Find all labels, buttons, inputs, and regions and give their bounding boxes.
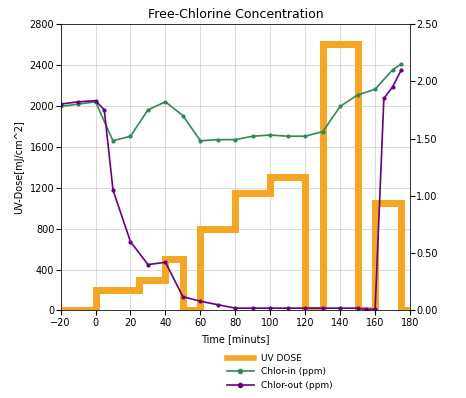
Title: Free-Chlorine Concentration: Free-Chlorine Concentration xyxy=(148,8,323,21)
Y-axis label: UV-Dose[mJ/cm^2]: UV-Dose[mJ/cm^2] xyxy=(14,120,24,214)
Legend: UV DOSE, Chlor-in (ppm), Chlor-out (ppm): UV DOSE, Chlor-in (ppm), Chlor-out (ppm) xyxy=(223,350,336,394)
X-axis label: Time [minuts]: Time [minuts] xyxy=(201,334,269,343)
